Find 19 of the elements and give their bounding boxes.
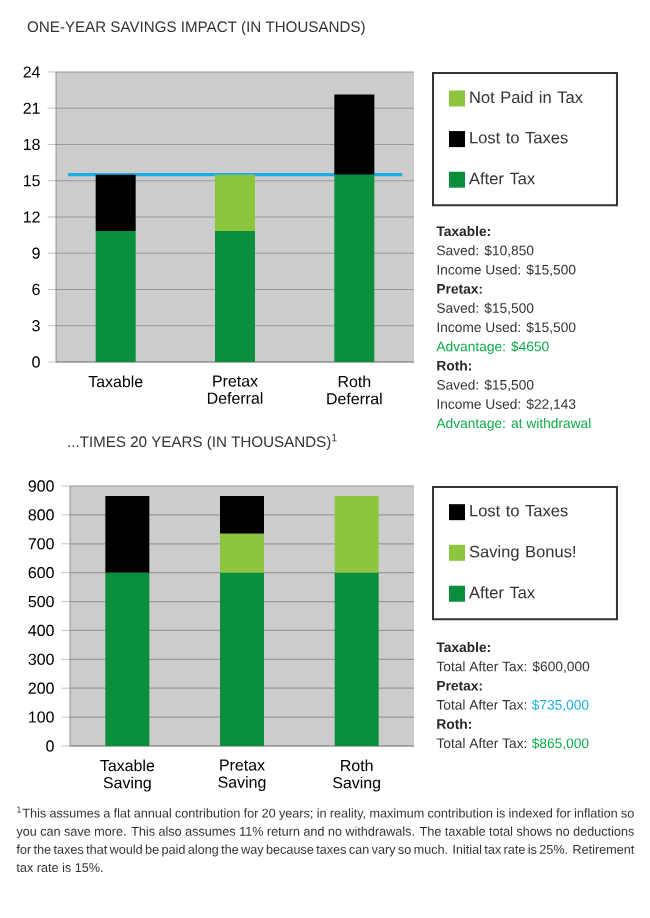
bar bbox=[95, 230, 136, 362]
bar bbox=[105, 572, 150, 746]
bar bbox=[105, 496, 150, 573]
bar bbox=[334, 94, 375, 175]
legend-label: After Tax bbox=[469, 172, 535, 185]
bar bbox=[95, 174, 136, 231]
legend-label: Lost to Taxes bbox=[470, 131, 568, 144]
legend-label: Not Paid in Tax bbox=[470, 90, 583, 104]
bar bbox=[334, 496, 379, 573]
bar bbox=[334, 174, 375, 362]
bar bbox=[334, 572, 379, 746]
legend-label: Lost to Taxes bbox=[470, 504, 568, 517]
legend-label: After Tax bbox=[469, 586, 535, 599]
bar bbox=[215, 174, 255, 231]
bar bbox=[220, 533, 264, 573]
bar bbox=[220, 496, 264, 534]
legend-label: Saving Bonus! bbox=[469, 545, 576, 561]
bar bbox=[220, 572, 264, 746]
bar bbox=[215, 230, 255, 362]
